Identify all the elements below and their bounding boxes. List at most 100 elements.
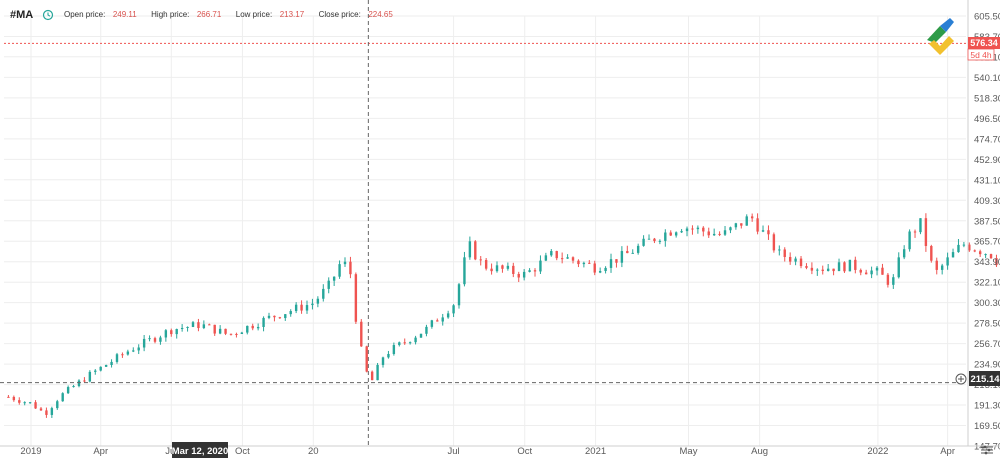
candle-body bbox=[593, 263, 596, 273]
candle-body bbox=[474, 241, 477, 260]
candle-body bbox=[897, 257, 900, 278]
candle-body bbox=[902, 249, 906, 258]
candle-body bbox=[23, 402, 26, 404]
x-axis: 2019AprJulOct20JulOct2021MayAug2022AprJu… bbox=[20, 446, 955, 457]
y-tick-label: 300.30 bbox=[974, 298, 1000, 309]
candle-body bbox=[34, 402, 37, 409]
candle-body bbox=[951, 252, 955, 258]
candle-body bbox=[495, 265, 499, 272]
candle-body bbox=[267, 315, 271, 318]
candle-body bbox=[208, 324, 211, 326]
candle-body bbox=[973, 250, 976, 252]
candle-body bbox=[946, 257, 949, 266]
y-tick-label: 496.50 bbox=[974, 114, 1000, 125]
crosshair-price-text: 215.14 bbox=[970, 374, 1000, 385]
candle-body bbox=[153, 338, 157, 342]
candle-body bbox=[365, 346, 368, 372]
y-tick-label: 474.70 bbox=[974, 134, 1000, 145]
candle-body bbox=[305, 305, 309, 311]
candle-body bbox=[387, 353, 390, 358]
low-label: Low price: bbox=[236, 10, 272, 19]
candle-body bbox=[66, 387, 70, 394]
candle-body bbox=[989, 254, 993, 259]
candle-body bbox=[539, 260, 542, 272]
candle-body bbox=[664, 232, 667, 241]
candle-body bbox=[984, 254, 987, 256]
candle-body bbox=[712, 233, 716, 236]
x-tick-label: 20 bbox=[308, 446, 319, 457]
candle-body bbox=[805, 266, 808, 268]
candle-body bbox=[213, 324, 216, 334]
symbol-label: #MA bbox=[10, 9, 33, 21]
candle-body bbox=[962, 244, 966, 246]
candle-body bbox=[446, 313, 450, 318]
candle-body bbox=[468, 241, 472, 258]
close-value: 224.65 bbox=[368, 10, 393, 19]
candle-body bbox=[311, 303, 314, 306]
candle-body bbox=[810, 267, 814, 271]
candle-body bbox=[821, 269, 824, 271]
candle-body bbox=[202, 324, 206, 329]
last-price-label: 576.34 5d 4h bbox=[967, 37, 1000, 61]
candle-body bbox=[186, 326, 189, 328]
candle-body bbox=[968, 244, 971, 251]
chart-header: #MA Open price: 249.11 High price: 266.7… bbox=[10, 9, 393, 21]
candle-body bbox=[392, 345, 396, 354]
candle-body bbox=[778, 249, 781, 251]
candle-body bbox=[170, 330, 173, 335]
y-tick-label: 431.10 bbox=[974, 175, 1000, 186]
candle-body bbox=[343, 261, 347, 265]
candle-body bbox=[56, 401, 59, 409]
y-tick-label: 256.70 bbox=[974, 339, 1000, 350]
y-tick-label: 605.50 bbox=[974, 12, 1000, 23]
candle-body bbox=[919, 218, 922, 233]
candle-body bbox=[729, 227, 732, 231]
clock-icon[interactable] bbox=[42, 9, 54, 21]
candle-body bbox=[615, 259, 618, 263]
candle-body bbox=[126, 351, 130, 355]
candle-body bbox=[718, 233, 721, 235]
candle-body bbox=[28, 402, 32, 404]
candle-body bbox=[197, 322, 200, 329]
x-tick-label: 2019 bbox=[20, 446, 41, 457]
candle-body bbox=[685, 228, 689, 232]
candle-body bbox=[550, 251, 553, 256]
high-label: High price: bbox=[151, 10, 189, 19]
candle-body bbox=[957, 244, 960, 253]
candle-body bbox=[452, 305, 455, 314]
candle-body bbox=[436, 320, 439, 322]
open-label: Open price: bbox=[64, 10, 105, 19]
candle-body bbox=[501, 265, 504, 269]
candle-body bbox=[832, 268, 835, 272]
candle-body bbox=[132, 350, 135, 352]
candle-body bbox=[582, 262, 586, 265]
settings-icon[interactable] bbox=[981, 445, 993, 455]
y-tick-label: 322.10 bbox=[974, 278, 1000, 289]
x-tick-label: Apr bbox=[940, 446, 955, 457]
candle-body bbox=[12, 396, 16, 401]
candle-body bbox=[560, 258, 564, 260]
candle-body bbox=[246, 325, 249, 333]
candle-body bbox=[734, 223, 738, 228]
candle-body bbox=[707, 231, 710, 236]
candle-body bbox=[653, 238, 656, 242]
crosshair-icon[interactable] bbox=[955, 373, 967, 385]
candle-body bbox=[278, 317, 282, 319]
candle-body bbox=[647, 238, 651, 240]
candle-body bbox=[229, 333, 233, 335]
candle-body bbox=[370, 371, 374, 381]
y-tick-label: 234.90 bbox=[974, 360, 1000, 371]
candle-body bbox=[506, 265, 510, 269]
candle-body bbox=[327, 280, 330, 289]
candle-body bbox=[94, 370, 97, 372]
candle-body bbox=[104, 364, 108, 367]
candle-body bbox=[674, 232, 678, 236]
candle-body bbox=[859, 269, 862, 273]
crosshair-date-label: Mar 12, 2020 bbox=[172, 442, 228, 458]
candle-body bbox=[517, 273, 520, 278]
candle-body bbox=[354, 274, 358, 322]
candle-body bbox=[425, 326, 428, 334]
candle-body bbox=[251, 325, 254, 329]
candle-body bbox=[533, 270, 537, 272]
